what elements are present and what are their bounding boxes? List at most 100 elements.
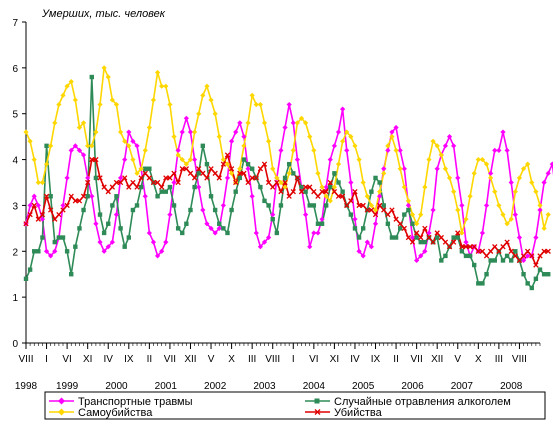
data-point	[130, 207, 136, 213]
x-tick-label: III	[495, 354, 503, 365]
data-point	[319, 184, 325, 190]
data-point	[294, 175, 301, 181]
data-point	[52, 216, 58, 222]
data-point	[274, 175, 280, 181]
data-point	[245, 120, 251, 126]
data-point	[64, 175, 70, 181]
data-point	[512, 189, 518, 195]
data-point	[439, 258, 444, 263]
data-point	[290, 147, 296, 153]
data-point	[385, 211, 391, 218]
data-point	[126, 143, 132, 149]
data-point	[360, 179, 366, 186]
data-point	[175, 147, 181, 153]
data-point	[106, 221, 111, 226]
data-point	[216, 175, 222, 181]
data-point	[504, 239, 510, 245]
data-point	[483, 202, 490, 209]
data-point	[282, 184, 288, 190]
data-point	[278, 189, 284, 195]
data-point	[401, 225, 407, 232]
legend-label-homicide: Убийства	[334, 407, 383, 419]
data-point	[134, 203, 140, 208]
data-point	[500, 212, 506, 218]
data-point	[241, 157, 247, 162]
data-point	[113, 179, 120, 186]
data-point	[311, 147, 317, 153]
data-point	[109, 97, 115, 103]
data-point	[225, 230, 230, 236]
data-point	[409, 239, 416, 245]
data-point	[364, 207, 370, 213]
data-point	[549, 161, 553, 167]
data-point	[274, 230, 280, 236]
data-point	[459, 249, 465, 254]
data-point	[105, 244, 111, 250]
data-point	[163, 189, 169, 194]
data-point	[434, 230, 440, 236]
y-tick-label: 0	[12, 339, 18, 350]
data-point	[237, 170, 243, 176]
data-point	[377, 189, 383, 195]
legend-item-suicide: Самоубийства	[49, 407, 153, 419]
data-point	[179, 129, 185, 135]
data-point	[85, 143, 91, 149]
data-point	[179, 156, 185, 163]
data-point	[212, 111, 218, 117]
data-point	[43, 161, 50, 167]
data-point	[426, 156, 432, 163]
data-point	[220, 202, 226, 209]
data-point	[200, 92, 206, 98]
data-point	[414, 257, 420, 264]
data-point	[204, 175, 210, 181]
data-point	[414, 221, 420, 227]
data-point	[89, 156, 95, 163]
data-point	[422, 239, 428, 245]
data-point	[159, 248, 165, 254]
data-point	[467, 193, 473, 199]
data-point	[52, 248, 58, 254]
data-point	[35, 202, 41, 209]
data-point	[150, 239, 157, 245]
data-point	[446, 244, 453, 250]
data-point	[496, 202, 502, 209]
data-point	[488, 258, 493, 263]
data-point	[212, 170, 218, 176]
data-point	[204, 221, 210, 227]
data-point	[117, 175, 124, 181]
data-point	[146, 124, 152, 131]
data-point	[184, 221, 189, 226]
data-point	[114, 194, 119, 199]
data-point	[451, 189, 457, 195]
data-point	[89, 74, 94, 80]
data-point	[257, 166, 264, 172]
data-point	[492, 258, 497, 263]
data-point	[237, 175, 243, 181]
data-point	[331, 189, 338, 195]
data-point	[294, 156, 300, 163]
data-point	[487, 248, 494, 254]
legend-marker-traffic	[58, 397, 65, 405]
legend: Транспортные травмы Случайные отравления…	[44, 391, 546, 420]
data-point	[204, 83, 210, 89]
data-point	[364, 239, 370, 245]
data-point	[291, 171, 296, 176]
data-point	[282, 179, 288, 186]
data-point	[533, 262, 539, 268]
x-tick-label: IX	[371, 354, 381, 365]
data-point	[442, 166, 449, 172]
data-point	[529, 179, 535, 186]
data-point	[36, 249, 41, 254]
data-point	[159, 189, 164, 194]
data-point	[80, 193, 87, 199]
data-point	[118, 226, 123, 231]
data-point	[463, 216, 469, 222]
data-point	[303, 212, 309, 218]
data-point	[126, 235, 131, 240]
data-point	[545, 248, 551, 254]
data-point	[352, 189, 358, 195]
data-point	[109, 239, 115, 245]
data-point	[352, 143, 358, 149]
data-point	[405, 202, 412, 209]
data-point	[52, 239, 57, 245]
